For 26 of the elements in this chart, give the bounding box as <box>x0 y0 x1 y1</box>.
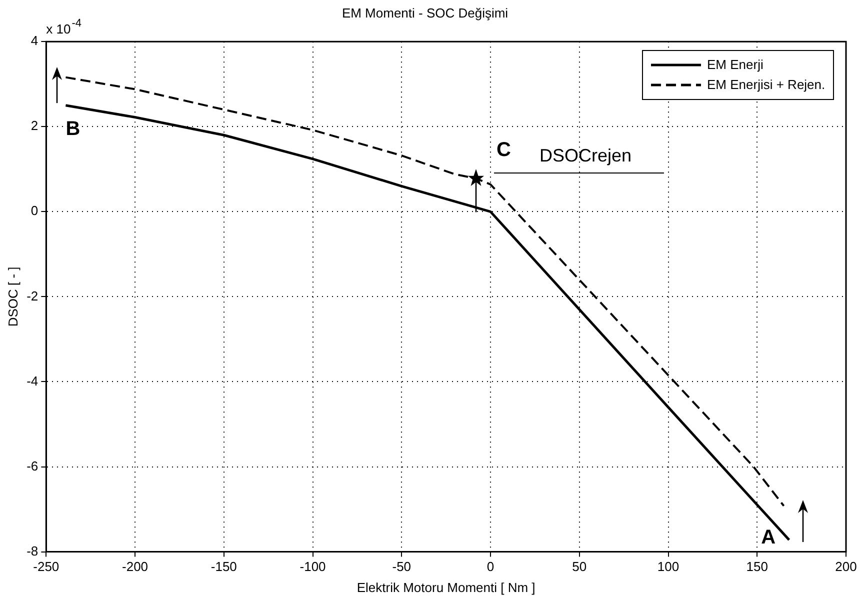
y-tick-label: -4 <box>26 373 38 388</box>
chart-title: EM Momenti - SOC Değişimi <box>342 5 508 20</box>
annotation: B <box>66 118 80 140</box>
y-tick-label: 2 <box>30 118 38 134</box>
x-axis-title: Elektrik Motoru Momenti [ Nm ] <box>356 580 536 595</box>
x-tick-label: 200 <box>835 559 857 574</box>
x-tick-label: 150 <box>746 559 768 574</box>
y-tick-label: -6 <box>26 458 38 474</box>
y-tick-label: 4 <box>30 33 38 48</box>
x-tick-label: -250 <box>33 559 60 574</box>
y-tick-label: -8 <box>26 543 38 558</box>
x-tick-label: 0 <box>486 559 494 574</box>
x-tick-label: 100 <box>657 559 680 574</box>
annotation: C <box>496 139 511 162</box>
y-tick-label: 0 <box>30 203 38 218</box>
legend-label: EM Enerjisi + Rejen. <box>707 77 826 92</box>
y-tick-label: -2 <box>26 288 38 304</box>
x-tick-label: -100 <box>300 559 326 574</box>
annotation: A <box>761 526 776 548</box>
y-axis-title: DSOC [ - ] <box>5 266 20 327</box>
x-tick-label: -200 <box>122 559 148 574</box>
legend-label: EM Enerji <box>707 57 764 72</box>
x-tick-label: 50 <box>572 559 587 574</box>
x-tick-label: -150 <box>210 559 237 574</box>
x-tick-label: -50 <box>392 559 412 574</box>
annotation: DSOCrejen <box>540 145 632 166</box>
